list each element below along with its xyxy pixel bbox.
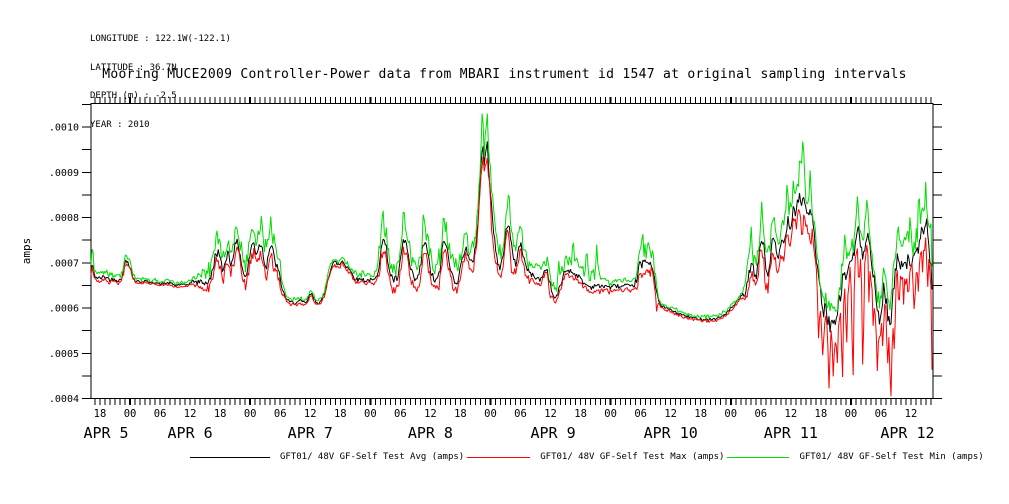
metadata-depth: DEPTH (m) : -2.5 bbox=[90, 91, 177, 101]
legend-label-min: GFT01/ 48V GF-Self Test Min (amps) bbox=[799, 452, 984, 462]
x-hour-label: 18 bbox=[815, 408, 828, 420]
x-hour-label: 12 bbox=[664, 408, 677, 420]
metadata-longitude: LONGITUDE : 122.1W(-122.1) bbox=[90, 34, 231, 44]
x-date-label: APR 9 bbox=[530, 424, 575, 442]
x-hour-label: 12 bbox=[424, 408, 437, 420]
x-hour-label: 12 bbox=[304, 408, 317, 420]
x-date-label: APR 10 bbox=[644, 424, 698, 442]
x-date-label: APR 5 bbox=[83, 424, 128, 442]
x-hour-label: 18 bbox=[454, 408, 467, 420]
legend-line-max-icon bbox=[467, 456, 531, 458]
series-avg-line bbox=[90, 141, 933, 333]
x-date-label: APR 7 bbox=[288, 424, 333, 442]
x-hour-label: 00 bbox=[845, 408, 858, 420]
x-hour-label: 06 bbox=[154, 408, 167, 420]
x-hour-label: 06 bbox=[754, 408, 767, 420]
x-hour-label: 12 bbox=[184, 408, 197, 420]
y-tick-label: .0005 bbox=[49, 349, 79, 360]
x-date-label: APR 8 bbox=[408, 424, 453, 442]
legend-line-avg-icon bbox=[190, 456, 270, 458]
x-hour-label: 12 bbox=[544, 408, 557, 420]
y-tick-label: .0010 bbox=[49, 123, 79, 134]
x-hour-label: 18 bbox=[334, 408, 347, 420]
y-axis-labels: .0004 .0005 .0006 .0007 .0008 .0009 .0010 bbox=[49, 123, 79, 405]
x-axis-date-labels: APR 5 APR 6 APR 7 APR 8 APR 9 APR 10 APR 11 APR… bbox=[83, 424, 934, 442]
series-min-line bbox=[90, 113, 933, 319]
legend-label-max: GFT01/ 48V GF-Self Test Max (amps) bbox=[540, 452, 725, 462]
y-tick-label: .0009 bbox=[49, 168, 79, 179]
y-tick-label: .0007 bbox=[49, 258, 79, 269]
legend-label-avg: GFT01/ 48V GF-Self Test Avg (amps) bbox=[280, 452, 465, 462]
x-axis-ticks bbox=[94, 97, 932, 405]
x-hour-label: 00 bbox=[484, 408, 497, 420]
x-date-label: APR 12 bbox=[880, 424, 934, 442]
x-hour-label: 18 bbox=[214, 408, 227, 420]
series-max-line bbox=[90, 156, 933, 397]
x-hour-label: 00 bbox=[124, 408, 137, 420]
x-date-label: APR 11 bbox=[764, 424, 818, 442]
x-hour-label: 06 bbox=[274, 408, 287, 420]
x-hour-label: 00 bbox=[364, 408, 377, 420]
x-hour-label: 12 bbox=[785, 408, 798, 420]
y-tick-label: .0006 bbox=[49, 304, 79, 315]
chart-title: Mooring MUCE2009 Controller-Power data f… bbox=[102, 67, 907, 82]
x-date-label: APR 6 bbox=[168, 424, 213, 442]
metadata-latitude: LATITUDE : 36.7N bbox=[90, 62, 177, 73]
y-tick-label: .0008 bbox=[49, 213, 79, 224]
x-hour-label: 00 bbox=[724, 408, 737, 420]
chart-legend: GFT01/ 48V GF-Self Test Avg (amps) GFT01… bbox=[190, 452, 985, 462]
x-hour-label: 18 bbox=[694, 408, 707, 420]
x-hour-label: 12 bbox=[905, 408, 918, 420]
metadata-block: LONGITUDE : 122.1W(-122.1) LATITUDE : 36… bbox=[90, 16, 231, 149]
plot-frame bbox=[90, 103, 934, 399]
x-hour-label: 18 bbox=[94, 408, 107, 420]
x-hour-label: 06 bbox=[394, 408, 407, 420]
legend-line-min-icon bbox=[727, 456, 790, 458]
y-tick-label: .0004 bbox=[49, 394, 79, 405]
x-hour-label: 06 bbox=[514, 408, 527, 420]
metadata-year: YEAR : 2010 bbox=[90, 119, 150, 130]
y-axis-ticks bbox=[82, 103, 942, 399]
x-axis-hour-labels: 18 00 06 12 18 00 06 12 18 00 06 12 18 00 06 12 18 00 06 12… bbox=[94, 408, 918, 420]
x-hour-label: 00 bbox=[604, 408, 617, 420]
x-hour-label: 06 bbox=[634, 408, 647, 420]
x-hour-label: 00 bbox=[244, 408, 257, 420]
x-hour-label: 18 bbox=[574, 408, 587, 420]
x-hour-label: 06 bbox=[875, 408, 888, 420]
y-axis-title: amps bbox=[20, 238, 33, 265]
